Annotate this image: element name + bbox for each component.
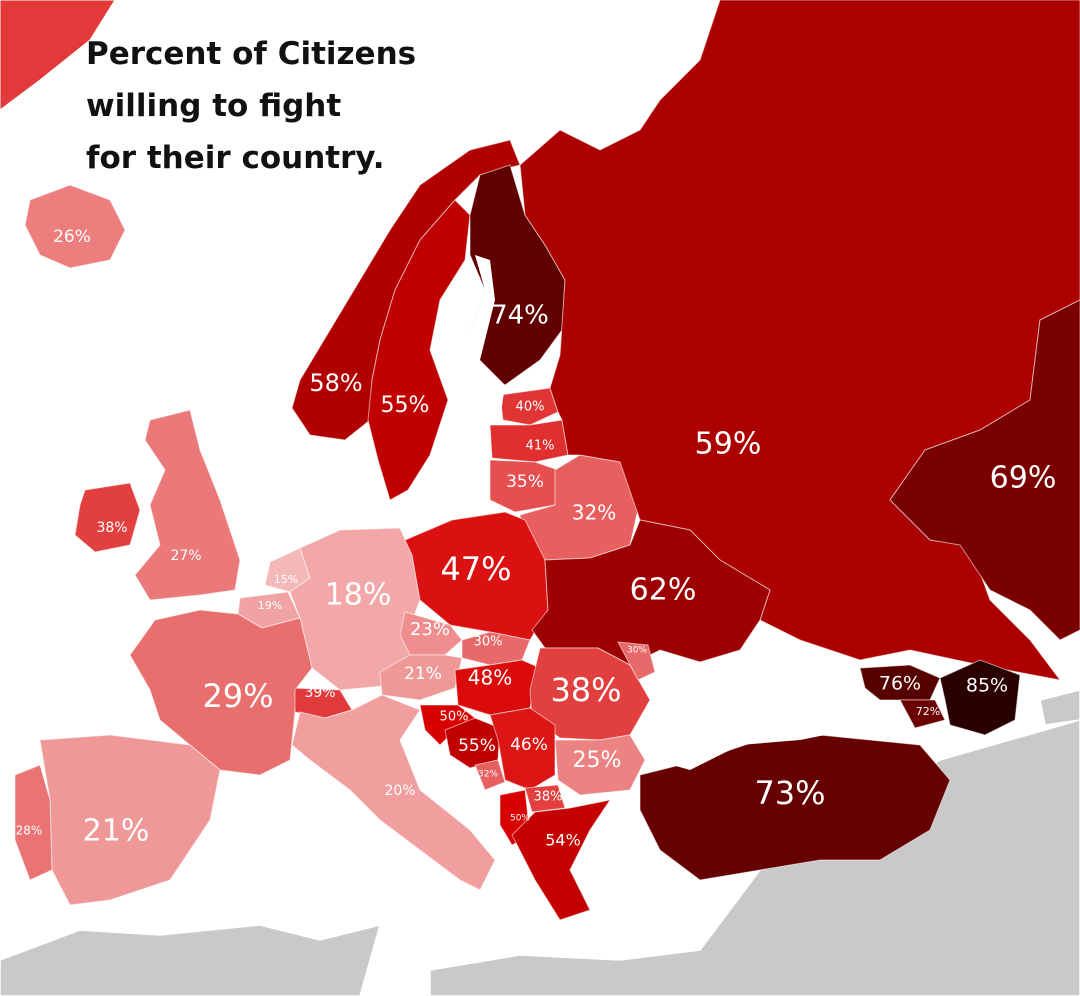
label-netherlands: 15% (274, 573, 298, 586)
label-poland: 47% (440, 550, 511, 588)
label-latvia: 41% (526, 439, 555, 454)
region-armenia[interactable] (899, 699, 946, 729)
label-georgia: 76% (879, 673, 921, 695)
label-united-kingdom: 27% (170, 548, 201, 564)
label-sweden: 55% (381, 393, 430, 418)
label-lithuania: 35% (506, 472, 544, 492)
label-romania: 38% (550, 671, 621, 709)
region-bulgaria[interactable] (554, 734, 646, 796)
label-spain: 21% (83, 814, 150, 849)
region-kazakhstan[interactable] (889, 299, 1080, 641)
title-line-1: Percent of Citizens (86, 36, 416, 72)
label-montenegro: 32% (478, 770, 498, 780)
percentage-labels: 26% 38% 27% 58% 55% 74% 40% 41% 35% 32% 59% 69% 15% 1… (16, 227, 1057, 850)
label-czechia: 23% (410, 619, 450, 640)
label-bosnia: 55% (458, 736, 496, 756)
label-estonia: 40% (516, 400, 545, 415)
label-albania: 50% (510, 814, 530, 824)
greenland-region (0, 0, 116, 111)
region-greece[interactable] (511, 799, 612, 921)
map-title: Percent of Citizens willing to fight for… (86, 36, 416, 176)
region-united-kingdom[interactable] (134, 409, 241, 601)
label-turkey: 73% (754, 774, 825, 812)
region-azerbaijan[interactable] (939, 659, 1021, 736)
label-kazakhstan: 69% (990, 461, 1057, 496)
title-line-2: willing to fight (86, 88, 341, 124)
label-iceland: 26% (53, 227, 91, 247)
region-sweden[interactable] (367, 199, 471, 501)
baltic-sea (430, 255, 505, 460)
label-italy: 20% (384, 783, 415, 799)
label-germany: 18% (325, 578, 392, 613)
region-ukraine[interactable] (531, 519, 771, 666)
label-austria: 21% (404, 664, 442, 684)
label-belgium: 19% (258, 599, 282, 612)
label-portugal: 28% (16, 824, 43, 838)
region-moldova[interactable] (617, 641, 656, 681)
label-finland: 74% (491, 301, 549, 331)
label-hungary: 48% (468, 666, 512, 690)
region-montenegro[interactable] (474, 759, 506, 791)
label-russia: 59% (695, 427, 762, 462)
label-bulgaria: 25% (573, 748, 622, 773)
label-norway: 58% (309, 369, 362, 397)
label-armenia: 72% (916, 705, 940, 718)
black-sea (645, 670, 860, 770)
label-france: 29% (202, 677, 273, 715)
title-line-3: for their country. (86, 140, 385, 176)
label-azerbaijan: 85% (966, 675, 1008, 697)
label-north-macedonia: 38% (534, 790, 563, 805)
region-france[interactable] (129, 609, 313, 776)
region-north-macedonia[interactable] (524, 784, 566, 813)
label-slovakia: 30% (474, 635, 503, 650)
region-ireland[interactable] (74, 482, 141, 553)
label-switzerland: 39% (304, 685, 335, 701)
region-italy[interactable] (291, 694, 496, 891)
country-shapes (14, 0, 1080, 921)
label-moldova: 30% (627, 646, 647, 656)
region-iceland[interactable] (24, 184, 126, 269)
label-greece: 54% (545, 831, 581, 850)
label-ukraine: 62% (630, 573, 697, 608)
region-portugal[interactable] (14, 764, 53, 881)
label-belarus: 32% (572, 501, 616, 525)
label-croatia: 50% (440, 710, 469, 725)
label-ireland: 38% (96, 520, 127, 536)
label-serbia: 46% (510, 735, 548, 755)
region-finland[interactable] (469, 164, 566, 386)
region-serbia[interactable] (489, 707, 556, 791)
region-estonia[interactable] (499, 387, 559, 426)
